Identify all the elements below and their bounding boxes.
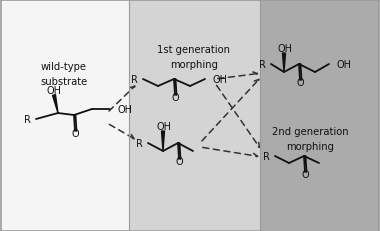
Bar — [1, 1, 129, 230]
Text: R: R — [136, 138, 143, 148]
Text: OH: OH — [337, 60, 352, 70]
Polygon shape — [282, 54, 285, 73]
Text: OH: OH — [213, 75, 228, 85]
Polygon shape — [52, 95, 58, 113]
Text: OH: OH — [46, 86, 62, 96]
Text: O: O — [171, 93, 179, 103]
Text: O: O — [71, 128, 79, 138]
Text: O: O — [175, 156, 183, 166]
Text: wild-type
substrate: wild-type substrate — [40, 62, 88, 86]
Text: OH: OH — [157, 122, 171, 131]
Text: R: R — [263, 151, 270, 161]
Bar — [129, 1, 260, 230]
Text: R: R — [131, 75, 138, 85]
Bar — [260, 1, 379, 230]
Text: OH: OH — [277, 44, 293, 54]
Text: O: O — [301, 169, 309, 179]
Text: 2nd generation
morphing: 2nd generation morphing — [272, 126, 348, 151]
Text: 1st generation
morphing: 1st generation morphing — [157, 45, 231, 70]
Text: OH: OH — [118, 105, 133, 115]
Text: R: R — [259, 60, 266, 70]
Polygon shape — [162, 131, 165, 151]
Text: R: R — [24, 115, 31, 125]
Text: O: O — [296, 78, 304, 88]
